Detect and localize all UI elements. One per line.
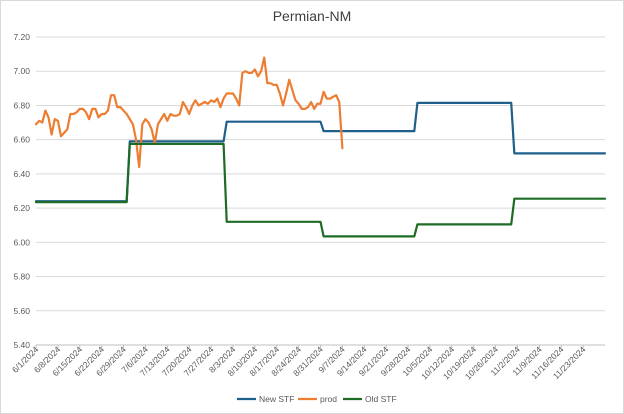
y-tick-label: 6.80 <box>13 100 30 110</box>
y-tick-label: 7.20 <box>13 32 30 42</box>
x-axis-ticks: 6/1/20246/8/20246/15/20246/22/20246/29/2… <box>10 344 588 381</box>
legend-item: New STF <box>237 394 294 404</box>
legend-label: New STF <box>259 394 294 404</box>
legend: New STF prod Old STF <box>237 394 397 404</box>
y-tick-label: 6.60 <box>13 135 30 145</box>
y-tick-label: 5.40 <box>13 340 30 350</box>
legend-label: prod <box>320 394 337 404</box>
y-tick-label: 5.80 <box>13 272 30 282</box>
y-tick-label: 6.20 <box>13 203 30 213</box>
y-tick-label: 7.00 <box>13 66 30 76</box>
y-tick-label: 5.60 <box>13 306 30 316</box>
series-lines <box>34 56 607 238</box>
y-axis-ticks: 5.40 5.60 5.80 6.00 6.20 6.40 6.60 6.80 7.00 7.20 <box>13 32 30 350</box>
legend-item: Old STF <box>343 394 397 404</box>
chart-title: Permian-NM <box>273 8 352 24</box>
legend-label: Old STF <box>365 394 397 404</box>
y-tick-label: 6.40 <box>13 169 30 179</box>
y-tick-label: 6.00 <box>13 237 30 247</box>
series-line-new-stf <box>34 101 607 203</box>
legend-item: prod <box>298 394 337 404</box>
gridlines <box>36 36 605 312</box>
series-line-prod <box>34 56 344 169</box>
series-line-old-stf <box>34 142 607 238</box>
